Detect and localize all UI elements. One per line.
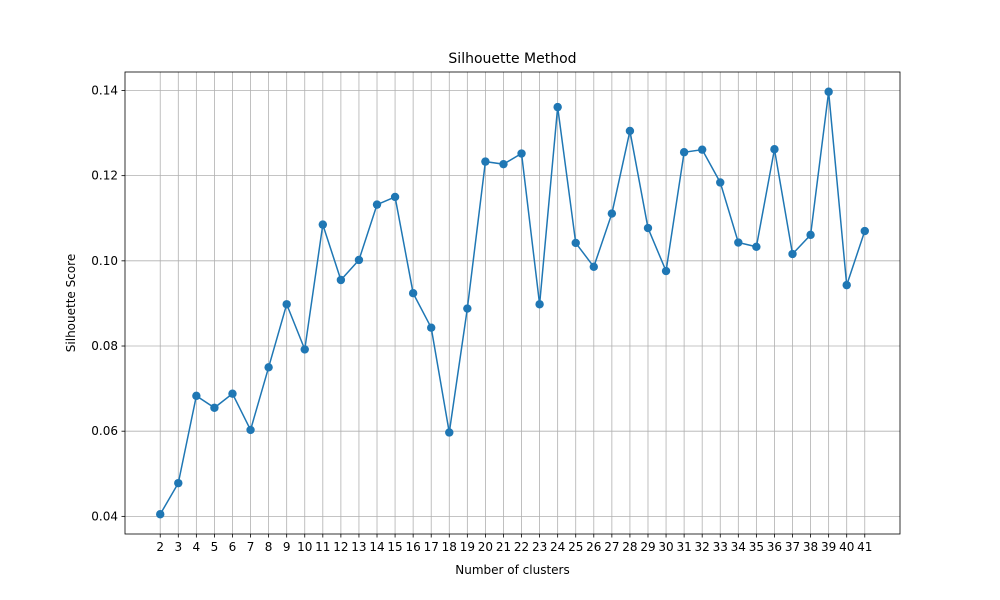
data-point: [499, 159, 508, 169]
data-point: [210, 403, 219, 412]
x-tick-label: 22: [514, 540, 529, 554]
x-tick-label: 8: [265, 540, 273, 554]
data-point: [336, 275, 346, 285]
data-point: [246, 425, 255, 435]
x-tick-label: 18: [442, 540, 457, 554]
x-tick-label: 33: [713, 540, 728, 554]
x-tick-label: 7: [247, 540, 255, 554]
data-point: [571, 238, 580, 248]
x-tick-label: 25: [568, 540, 583, 554]
data-point: [697, 145, 707, 154]
x-tick-label: 35: [749, 540, 764, 554]
data-point: [390, 192, 400, 202]
x-tick-label: 40: [839, 540, 854, 554]
data-point: [716, 178, 725, 187]
data-point: [445, 428, 454, 437]
chart-title: Silhouette Method: [448, 51, 576, 67]
x-tick-label: 31: [676, 540, 691, 554]
data-point: [589, 262, 598, 271]
x-tick-label: 27: [604, 540, 619, 554]
y-tick-label: 0.12: [91, 169, 118, 183]
data-point: [625, 126, 635, 136]
data-point: [354, 255, 364, 265]
x-tick-label: 2: [156, 540, 164, 554]
data-point: [427, 323, 436, 332]
data-point: [300, 345, 309, 354]
data-point: [463, 304, 472, 313]
axis-ticks: 2 3 4 5 6 7 8 9 10 11 12 13 14 15 16 17 18 19 20 21 22 23 24 25…: [91, 83, 872, 554]
x-tick-label: 41: [857, 540, 872, 554]
x-tick-label: 10: [297, 540, 312, 554]
data-point: [174, 478, 183, 488]
x-tick-label: 30: [658, 540, 673, 554]
data-point: [806, 230, 815, 240]
data-point: [481, 157, 490, 166]
data-point: [535, 300, 544, 309]
x-tick-label: 32: [695, 540, 710, 554]
y-tick-label: 0.04: [91, 509, 118, 523]
x-tick-label: 34: [731, 540, 746, 554]
data-point: [752, 242, 761, 251]
x-tick-label: 21: [496, 540, 511, 554]
data-point: [734, 238, 743, 247]
y-tick-label: 0.10: [91, 254, 118, 268]
data-point: [860, 226, 869, 236]
x-tick-label: 5: [211, 540, 219, 554]
data-point: [517, 149, 526, 158]
x-tick-label: 19: [460, 540, 475, 554]
data-point: [318, 220, 328, 229]
data-point: [553, 102, 562, 112]
y-axis-label: Silhouette Score: [64, 254, 78, 352]
x-axis-label: Number of clusters: [455, 563, 569, 577]
x-tick-label: 28: [622, 540, 637, 554]
plot-frame: [124, 71, 901, 535]
x-tick-label: 12: [333, 540, 348, 554]
data-point: [824, 87, 833, 96]
x-tick-label: 15: [387, 540, 402, 554]
data-point: [228, 389, 237, 398]
grid: [125, 72, 900, 534]
x-tick-label: 20: [478, 540, 493, 554]
x-tick-label: 9: [283, 540, 291, 554]
data-point: [264, 363, 273, 372]
data-point: [643, 223, 653, 233]
x-tick-label: 13: [351, 540, 366, 554]
data-point: [408, 289, 418, 298]
x-tick-label: 4: [193, 540, 201, 554]
x-tick-label: 37: [785, 540, 800, 554]
x-tick-label: 17: [424, 540, 439, 554]
series-score: [156, 87, 869, 519]
x-tick-label: 14: [369, 540, 384, 554]
series-line: [159, 91, 866, 515]
x-tick-label: 23: [532, 540, 547, 554]
data-point: [192, 391, 201, 401]
data-point: [156, 510, 165, 519]
data-point: [372, 200, 382, 209]
y-tick-label: 0.06: [91, 424, 118, 438]
data-point: [679, 148, 689, 157]
data-point: [842, 280, 851, 290]
x-tick-label: 39: [821, 540, 836, 554]
x-tick-label: 36: [767, 540, 782, 554]
x-tick-label: 11: [315, 540, 330, 554]
x-tick-label: 16: [406, 540, 421, 554]
x-tick-label: 3: [174, 540, 182, 554]
data-point: [282, 300, 291, 309]
data-point: [770, 145, 779, 154]
x-tick-label: 6: [229, 540, 237, 554]
x-tick-label: 24: [550, 540, 565, 554]
data-point: [661, 266, 671, 276]
x-tick-label: 29: [640, 540, 655, 554]
data-point: [607, 209, 617, 218]
data-point: [788, 249, 797, 259]
x-tick-label: 26: [586, 540, 601, 554]
y-tick-label: 0.14: [91, 83, 118, 97]
x-tick-label: 38: [803, 540, 818, 554]
y-tick-label: 0.08: [91, 339, 118, 353]
